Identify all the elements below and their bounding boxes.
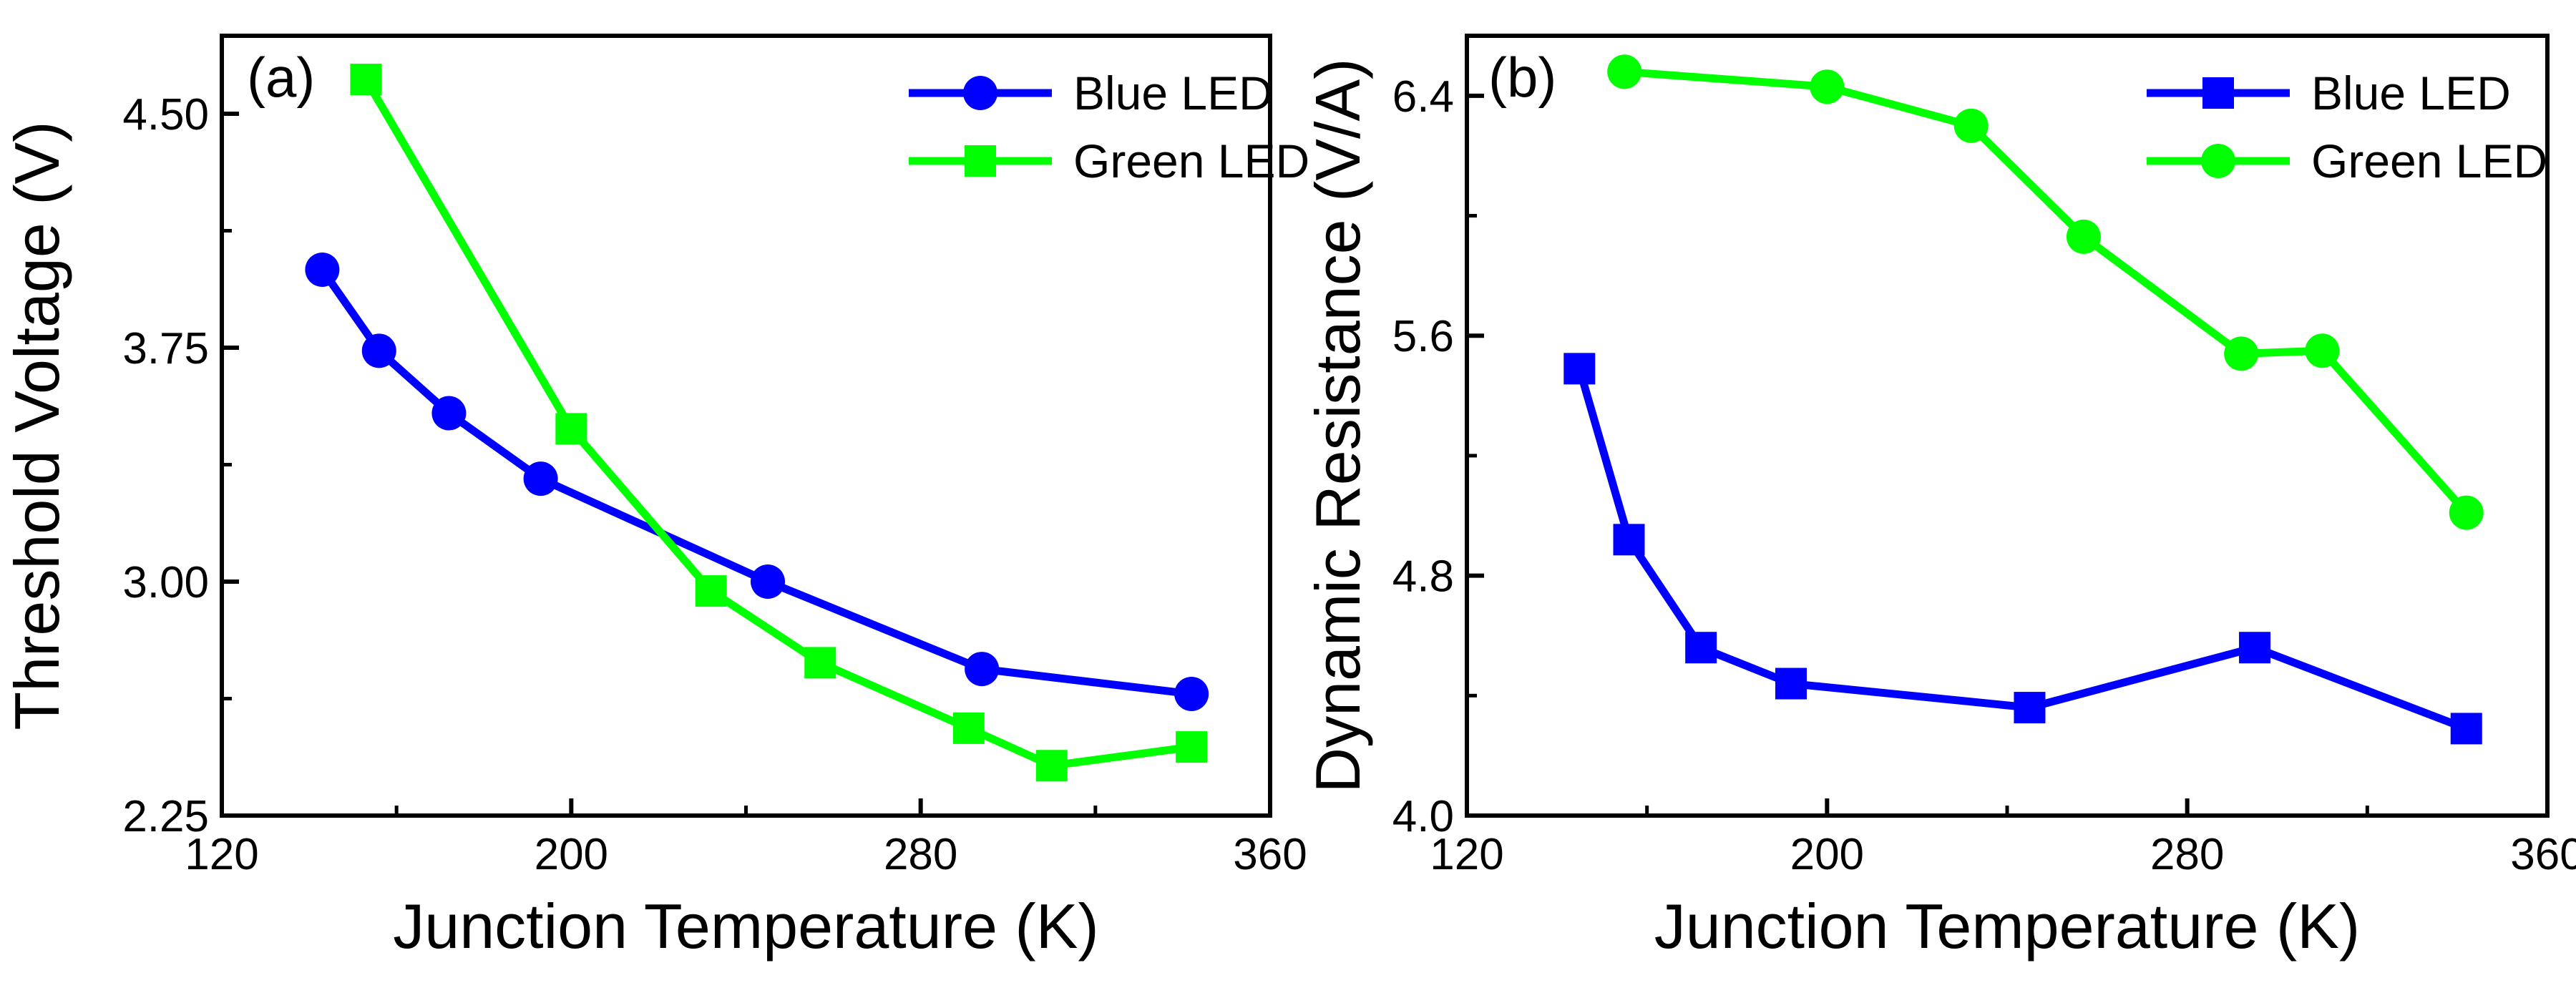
legend-marker xyxy=(2202,77,2234,109)
data-point xyxy=(804,647,836,679)
data-point xyxy=(695,575,727,607)
series-blue-led xyxy=(305,253,1209,711)
panel-label: (b) xyxy=(1488,46,1556,109)
y-tick-label: 6.4 xyxy=(1392,72,1454,122)
x-tick-label: 200 xyxy=(535,830,608,879)
data-point xyxy=(1607,54,1642,89)
legend-marker xyxy=(965,145,996,177)
legend-entry: Green LED xyxy=(909,134,1309,187)
x-tick-label: 120 xyxy=(1430,830,1503,879)
data-point xyxy=(361,333,396,368)
legend-label: Green LED xyxy=(2311,134,2547,187)
data-point xyxy=(431,396,467,431)
series-blue-led xyxy=(1563,353,2482,745)
data-point xyxy=(2449,495,2484,530)
data-point xyxy=(1174,676,1209,711)
panel-b: 120 200 280 360 4.0 4.8 5.6 6.4 Junction Tempera… xyxy=(1302,34,2576,962)
series-green-led xyxy=(1607,54,2484,530)
y-tick-label: 5.6 xyxy=(1392,312,1454,361)
legend-label: Blue LED xyxy=(2311,67,2511,119)
data-point xyxy=(965,652,1000,687)
data-point xyxy=(1176,731,1208,763)
x-tick-label: 280 xyxy=(884,830,957,879)
y-axis-label: Dynamic Resistance (V/A) xyxy=(1302,59,1373,793)
series-line xyxy=(318,265,1196,698)
x-tick-label: 360 xyxy=(1233,830,1307,879)
x-tick-label: 120 xyxy=(185,830,258,879)
data-point xyxy=(952,712,985,744)
legend-entry: Green LED xyxy=(2147,134,2547,187)
legend-label: Green LED xyxy=(1073,134,1309,187)
data-point xyxy=(1953,108,1989,143)
data-point xyxy=(350,64,382,96)
y-tick-label: 2.25 xyxy=(122,792,209,841)
panel-label: (a) xyxy=(247,46,315,109)
y-axis-label: Threshold Voltage (V) xyxy=(1,121,72,730)
y-tick-label: 4.8 xyxy=(1392,552,1454,602)
y-tick-label: 4.50 xyxy=(122,90,209,140)
y-tick-label: 4.0 xyxy=(1392,792,1454,841)
data-point xyxy=(1810,69,1845,104)
x-tick-label: 360 xyxy=(2510,830,2576,879)
data-point xyxy=(523,461,558,497)
data-point xyxy=(751,564,786,599)
x-axis-label: Junction Temperature (K) xyxy=(1654,891,2360,962)
legend-entry: Blue LED xyxy=(909,67,1273,119)
panel-a: 120 200 280 360 2.25 3.00 3.75 4.50 Junction Tem… xyxy=(1,34,1309,962)
data-point xyxy=(1613,524,1645,556)
y-tick-label: 3.75 xyxy=(122,324,209,373)
data-point xyxy=(2066,219,2101,254)
x-tick-label: 200 xyxy=(1790,830,1864,879)
data-point xyxy=(2305,333,2340,368)
data-point xyxy=(2224,336,2259,371)
legend-marker xyxy=(2201,144,2235,178)
data-point xyxy=(1775,667,1807,700)
series-line xyxy=(361,75,1196,770)
data-point xyxy=(555,413,587,445)
data-point xyxy=(2239,632,2271,664)
data-point xyxy=(2450,713,2482,745)
series-green-led xyxy=(350,64,1208,782)
series-line xyxy=(1575,364,2471,733)
data-point xyxy=(1563,353,1596,385)
data-point xyxy=(1685,632,1717,664)
x-axis-label: Junction Temperature (K) xyxy=(393,891,1098,962)
legend-entry: Blue LED xyxy=(2147,67,2511,119)
x-tick-label: 280 xyxy=(2150,830,2224,879)
data-point xyxy=(305,253,340,287)
data-point xyxy=(1035,750,1068,782)
data-point xyxy=(2014,692,2046,724)
legend-marker xyxy=(963,76,997,110)
y-tick-label: 3.00 xyxy=(122,558,209,607)
legend-label: Blue LED xyxy=(1073,67,1273,119)
